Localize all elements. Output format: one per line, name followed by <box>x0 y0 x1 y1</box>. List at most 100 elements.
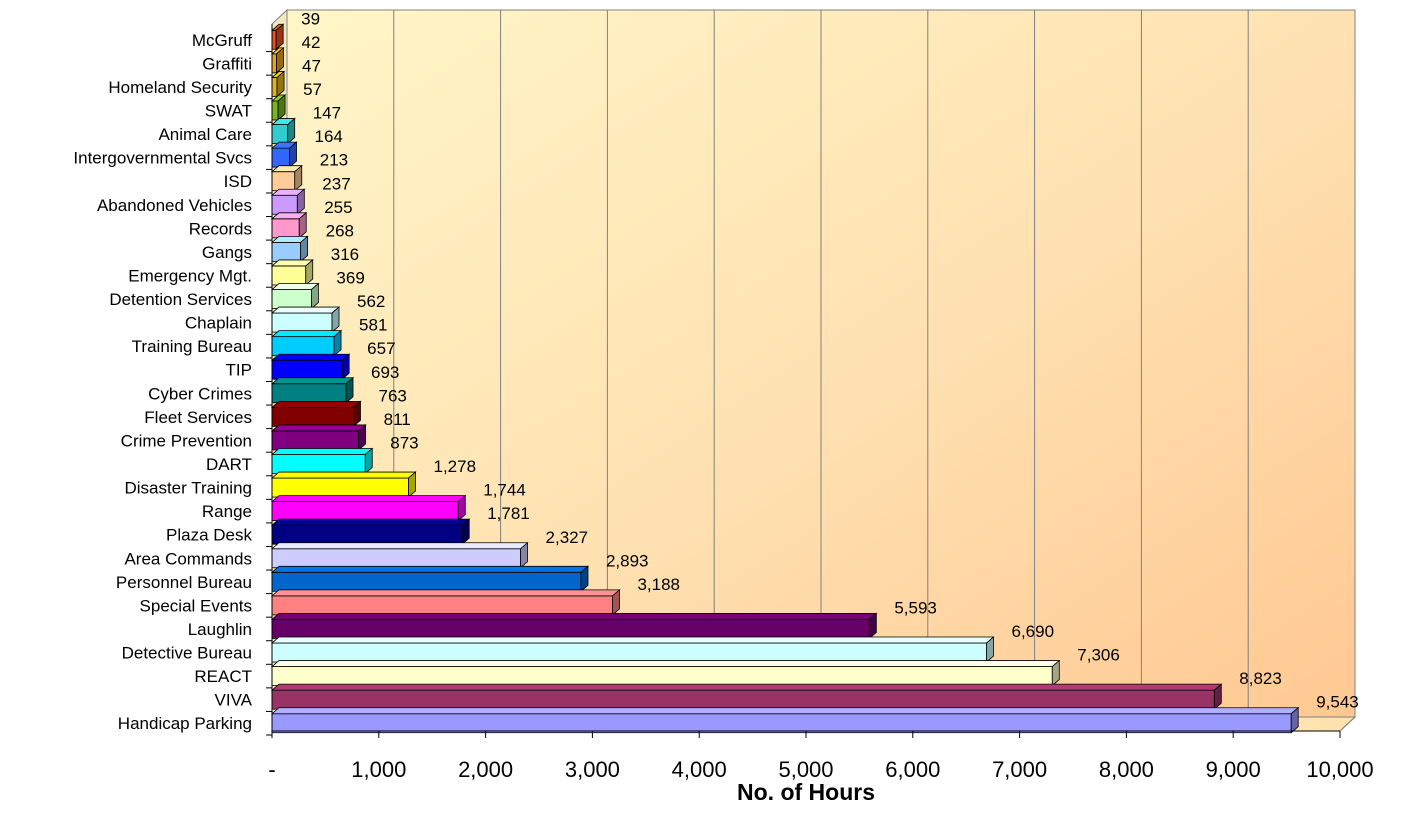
value-label: 213 <box>320 151 348 170</box>
bar <box>270 424 367 451</box>
bar <box>270 23 285 51</box>
x-axis-title: No. of Hours <box>737 779 875 805</box>
bar-side <box>277 94 286 121</box>
category-label: TIP <box>226 361 252 380</box>
value-labels: 39 42 47 57 147 164 213 237 255 268 316 369 562 581 65… <box>301 9 1359 711</box>
category-label: Area Commands <box>124 549 252 568</box>
bar-side <box>331 306 340 333</box>
value-label: 6,690 <box>1011 622 1054 641</box>
bar-side <box>289 141 297 168</box>
category-label: Chaplain <box>185 314 252 333</box>
bar-side <box>461 518 470 546</box>
bar-top <box>270 495 467 503</box>
bar-side <box>364 447 373 475</box>
bar-front <box>271 359 343 380</box>
bar <box>270 565 590 593</box>
bar-front <box>271 595 613 616</box>
bar-front <box>271 218 300 239</box>
bar-top <box>270 330 343 338</box>
value-label: 1,278 <box>433 457 476 476</box>
bar <box>270 329 343 357</box>
category-label: Graffiti <box>202 54 252 73</box>
x-tick-label: - <box>268 757 275 782</box>
bar-side <box>311 282 319 310</box>
gridline-floor <box>1339 716 1356 732</box>
bar-top <box>270 424 367 432</box>
bar-side <box>520 541 528 569</box>
category-label: REACT <box>194 667 252 686</box>
category-labels: McGruff Graffiti Homeland Security SWAT Anim… <box>73 31 272 736</box>
bar-front <box>271 619 870 639</box>
x-axis: - 1,000 2,000 3,000 4,000 5,000 6,000 7,000 8,00… <box>268 24 1374 782</box>
value-label: 3,188 <box>637 575 680 594</box>
bar-side <box>296 188 305 216</box>
bar <box>270 494 467 522</box>
x-tick-label: 5,000 <box>778 757 833 782</box>
bar-front <box>271 312 333 333</box>
bar <box>270 306 341 333</box>
bar-side <box>275 23 284 51</box>
bar <box>270 636 995 663</box>
value-label: 1,781 <box>487 504 530 523</box>
bar <box>270 282 320 310</box>
bar-front <box>271 289 312 309</box>
bar <box>270 589 621 616</box>
bar-side <box>287 117 296 145</box>
bar-front <box>271 53 277 74</box>
category-label: Disaster Training <box>124 479 252 498</box>
category-label: Handicap Parking <box>118 714 252 733</box>
value-label: 8,823 <box>1239 669 1282 688</box>
value-label: 657 <box>367 339 395 358</box>
bar <box>270 376 355 404</box>
bar-top <box>270 589 621 597</box>
bar-side <box>612 589 620 616</box>
bar-side <box>358 424 367 451</box>
x-tick-label: 8,000 <box>1099 757 1154 782</box>
category-label: Special Events <box>140 596 252 615</box>
bar <box>270 259 314 286</box>
bar <box>270 447 374 475</box>
bar-top <box>270 542 529 550</box>
category-label: Fleet Services <box>144 408 252 427</box>
value-label: 2,893 <box>606 551 649 570</box>
bar-front <box>271 642 987 663</box>
value-label: 57 <box>303 80 322 99</box>
bar-front <box>271 524 463 545</box>
x-tick-label: 3,000 <box>565 757 620 782</box>
category-label: VIVA <box>215 691 253 710</box>
bar-top <box>270 613 878 620</box>
bar-side <box>276 46 284 74</box>
x-tick-label: 1,000 <box>351 757 406 782</box>
category-label: DART <box>206 455 252 474</box>
bar <box>270 518 471 546</box>
bar-front <box>271 241 302 262</box>
bar <box>270 141 298 168</box>
bar <box>270 117 296 145</box>
bar-front <box>271 548 521 569</box>
category-label: Emergency Mgt. <box>128 266 252 285</box>
value-label: 7,306 <box>1077 646 1120 665</box>
bar-side <box>300 235 309 263</box>
value-label: 763 <box>378 386 406 405</box>
x-tick-label: 10,000 <box>1306 757 1373 782</box>
bar <box>270 188 306 216</box>
bar-front <box>271 336 335 357</box>
bar <box>270 94 287 121</box>
bar-front <box>271 430 360 451</box>
bar-front <box>271 501 459 522</box>
bar-top <box>270 565 590 573</box>
bar-front <box>271 265 307 286</box>
bar-front <box>271 29 277 50</box>
value-label: 2,327 <box>546 528 589 547</box>
category-label: Range <box>202 502 252 521</box>
bar-front <box>271 713 1292 734</box>
bar-front <box>271 383 347 404</box>
bar-side <box>457 494 466 522</box>
bar-side <box>353 400 361 428</box>
bar <box>270 353 351 381</box>
bar-top <box>270 448 374 455</box>
bar-front <box>271 100 279 121</box>
bar-front <box>271 124 289 144</box>
